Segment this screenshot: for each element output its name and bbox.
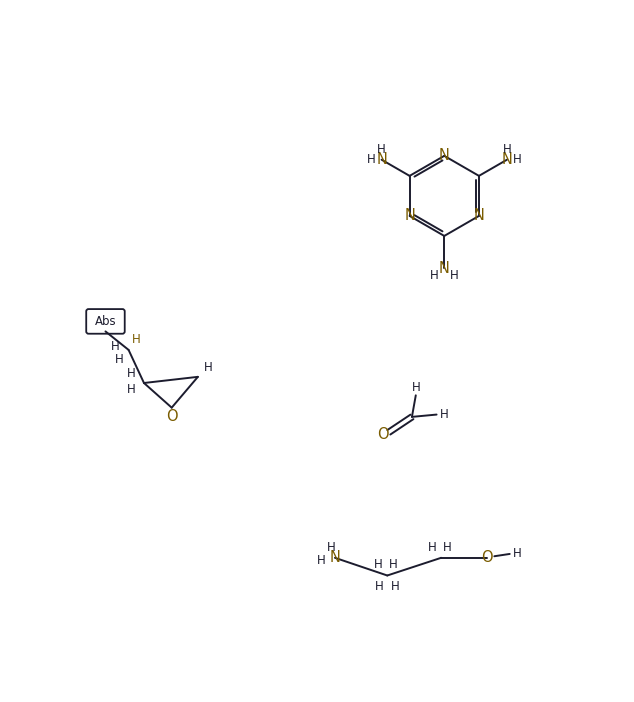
Text: H: H bbox=[391, 580, 399, 592]
Text: H: H bbox=[514, 153, 522, 166]
Text: O: O bbox=[377, 427, 389, 442]
Text: H: H bbox=[366, 153, 375, 166]
Text: Abs: Abs bbox=[94, 315, 116, 328]
Text: N: N bbox=[474, 208, 484, 223]
Text: H: H bbox=[127, 367, 136, 380]
Text: O: O bbox=[481, 550, 493, 565]
Text: N: N bbox=[404, 208, 415, 223]
Text: H: H bbox=[327, 541, 335, 553]
Text: H: H bbox=[377, 143, 386, 156]
Text: H: H bbox=[373, 558, 382, 571]
Text: H: H bbox=[411, 381, 420, 394]
Text: H: H bbox=[317, 554, 325, 567]
Text: N: N bbox=[501, 152, 512, 167]
Text: H: H bbox=[450, 270, 458, 282]
Text: H: H bbox=[513, 548, 522, 560]
Text: H: H bbox=[430, 270, 439, 282]
Text: N: N bbox=[330, 550, 340, 565]
Text: H: H bbox=[443, 541, 452, 553]
Text: H: H bbox=[440, 408, 449, 421]
Text: H: H bbox=[111, 340, 120, 352]
Text: H: H bbox=[503, 143, 512, 156]
Text: H: H bbox=[132, 333, 141, 345]
Text: H: H bbox=[115, 352, 124, 366]
Text: N: N bbox=[439, 148, 450, 164]
Text: H: H bbox=[389, 558, 398, 571]
Text: H: H bbox=[427, 541, 436, 553]
Text: O: O bbox=[166, 409, 178, 423]
Text: H: H bbox=[127, 383, 136, 396]
FancyBboxPatch shape bbox=[86, 309, 125, 333]
Text: N: N bbox=[376, 152, 387, 167]
Text: H: H bbox=[375, 580, 384, 592]
Text: H: H bbox=[204, 361, 212, 374]
Text: N: N bbox=[439, 260, 450, 276]
